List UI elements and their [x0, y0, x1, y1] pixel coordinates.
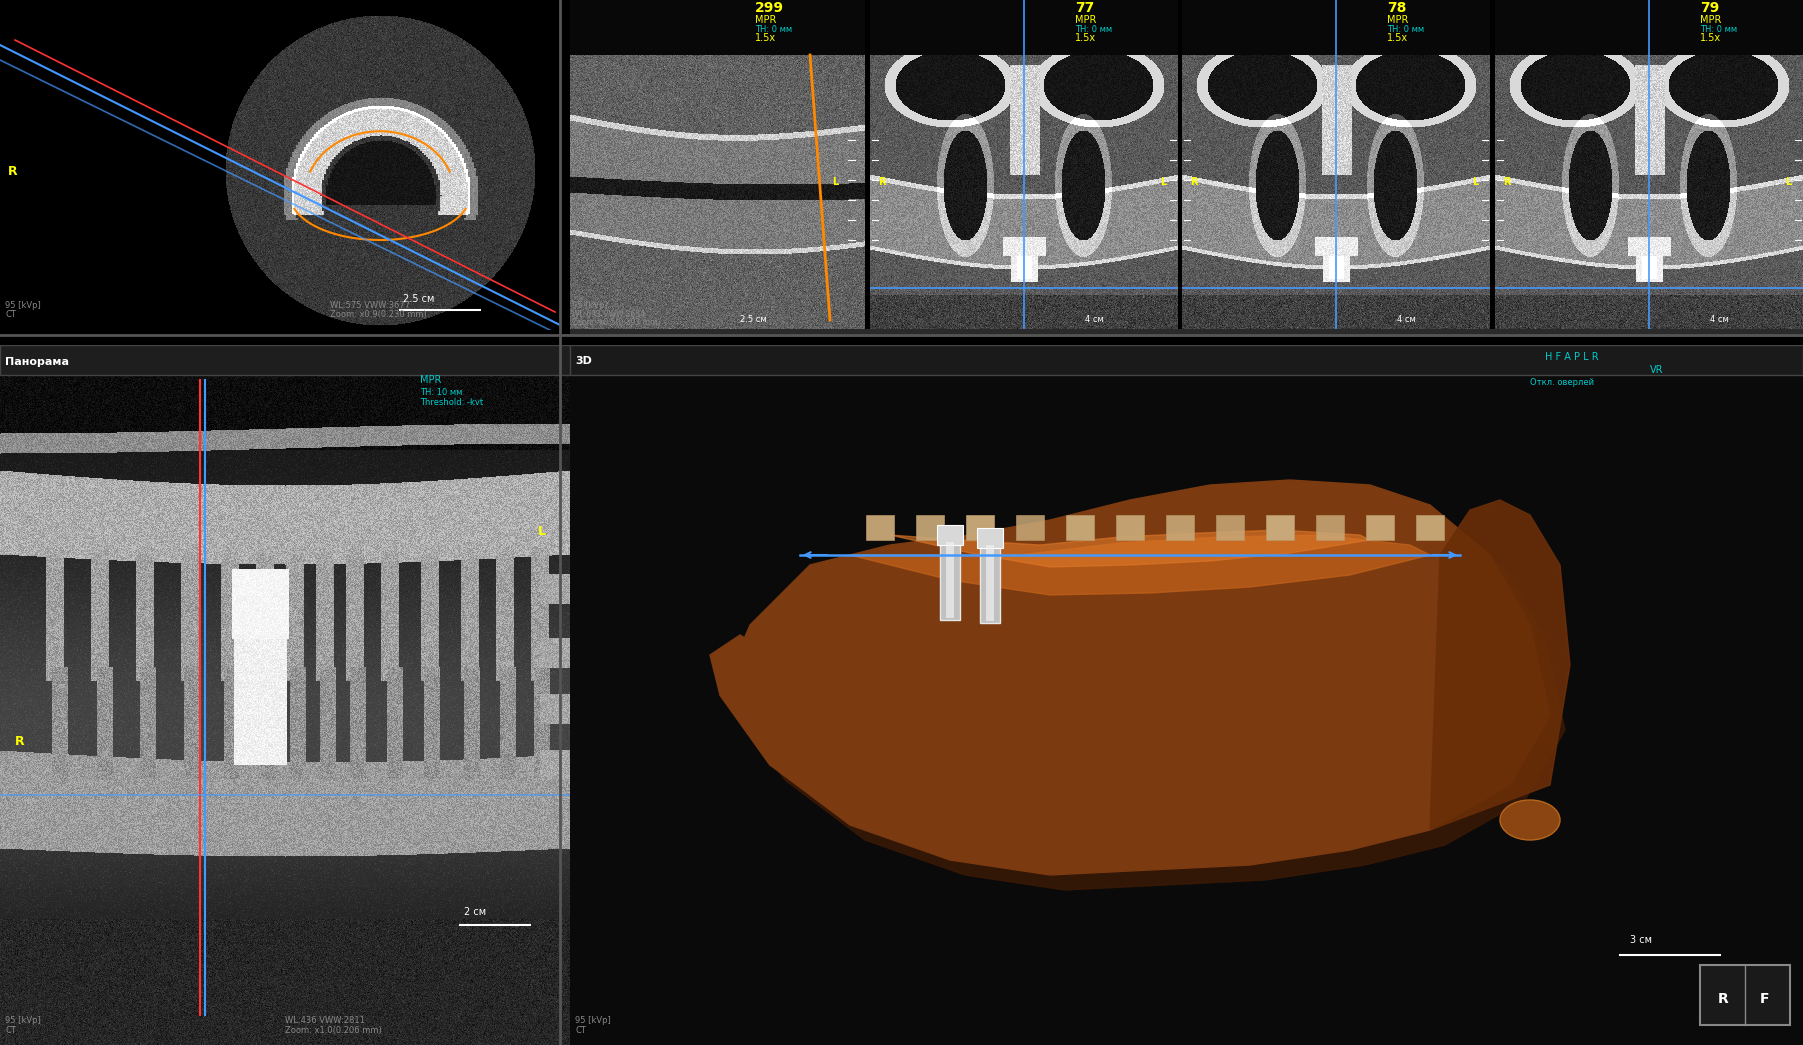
Bar: [1017, 515, 1044, 540]
Text: TH: 0 мм: TH: 0 мм: [755, 25, 792, 34]
Bar: [570, 0, 865, 55]
Text: R: R: [1190, 177, 1197, 187]
Text: VR: VR: [1650, 365, 1664, 375]
Bar: [0, 0, 189, 70]
Text: L: L: [1785, 177, 1790, 187]
Bar: [0, 345, 570, 375]
Text: WL:436 VWW:2811: WL:436 VWW:2811: [285, 1016, 364, 1025]
Text: L: L: [537, 525, 546, 538]
Ellipse shape: [1500, 800, 1560, 840]
Text: TH: 0 мм: TH: 0 мм: [1387, 25, 1424, 34]
Bar: [966, 515, 993, 540]
Text: H F A P L R: H F A P L R: [1545, 352, 1599, 362]
Text: Zoom: x0.5(0.393 mm): Zoom: x0.5(0.393 mm): [572, 318, 660, 327]
Bar: [939, 540, 959, 620]
Text: CT: CT: [5, 310, 16, 319]
Text: 4 см: 4 см: [1709, 315, 1729, 324]
Bar: [570, 345, 1803, 375]
Text: 1.5x: 1.5x: [755, 33, 775, 43]
Text: L: L: [831, 177, 838, 187]
Text: 77: 77: [1075, 1, 1094, 15]
Text: 3D: 3D: [575, 356, 591, 366]
Polygon shape: [736, 495, 1565, 890]
Polygon shape: [719, 480, 1551, 875]
Bar: [1116, 515, 1143, 540]
Text: 2 см: 2 см: [463, 907, 487, 918]
Bar: [1215, 515, 1244, 540]
Text: Threshold: -kvt: Threshold: -kvt: [420, 398, 483, 407]
Bar: [977, 528, 1002, 548]
Text: Zoom: x1.0(0.206 mm): Zoom: x1.0(0.206 mm): [285, 1026, 382, 1035]
Bar: [981, 543, 1001, 623]
Polygon shape: [710, 635, 810, 765]
Text: MPR: MPR: [420, 375, 442, 385]
Text: R: R: [1504, 177, 1511, 187]
Bar: [1367, 515, 1394, 540]
Bar: [1415, 515, 1444, 540]
Text: R: R: [878, 177, 885, 187]
Bar: [1266, 515, 1295, 540]
Text: 95 [kVp]: 95 [kVp]: [5, 1016, 41, 1025]
Text: 1.5x: 1.5x: [1700, 33, 1722, 43]
Text: 1.5x: 1.5x: [1075, 33, 1096, 43]
Bar: [1700, 965, 1790, 1025]
Polygon shape: [891, 530, 1370, 567]
Text: 3 см: 3 см: [1630, 935, 1652, 945]
Polygon shape: [849, 535, 1430, 595]
Text: CT: CT: [5, 1026, 16, 1035]
Bar: [1316, 515, 1343, 540]
Text: WL:693 VWW:3654: WL:693 VWW:3654: [572, 310, 645, 319]
Bar: [865, 515, 894, 540]
Text: R: R: [1718, 992, 1729, 1006]
Text: L: L: [1159, 177, 1167, 187]
Text: MPR: MPR: [755, 15, 777, 25]
Text: 95 [kVp]: 95 [kVp]: [572, 301, 608, 310]
Bar: [916, 515, 945, 540]
Bar: [1167, 515, 1194, 540]
Text: 95 [kVp]: 95 [kVp]: [5, 301, 41, 310]
Bar: [947, 542, 954, 618]
Bar: [1495, 0, 1803, 55]
Text: 95 [kVp]: 95 [kVp]: [575, 1016, 611, 1025]
Text: Zoom: x0.9(0.230 mm): Zoom: x0.9(0.230 mm): [330, 310, 427, 319]
Bar: [986, 545, 993, 621]
Text: L: L: [1471, 177, 1478, 187]
Text: 1.5x: 1.5x: [1387, 33, 1408, 43]
Bar: [1066, 515, 1094, 540]
Text: 2.5 см: 2.5 см: [404, 294, 435, 304]
Text: 79: 79: [1700, 1, 1720, 15]
Text: MPR: MPR: [1700, 15, 1722, 25]
Text: MPR: MPR: [1075, 15, 1096, 25]
Text: Панорама: Панорама: [5, 357, 69, 367]
Text: F: F: [1760, 992, 1769, 1006]
Text: Откл. оверлей: Откл. оверлей: [1531, 378, 1594, 387]
Text: 299: 299: [755, 1, 784, 15]
Text: R: R: [14, 735, 25, 748]
Text: TH: 10 мм: TH: 10 мм: [420, 388, 462, 397]
Text: TH: 0 мм: TH: 0 мм: [1075, 25, 1112, 34]
Bar: [1183, 0, 1489, 55]
Text: R: R: [7, 165, 18, 178]
Bar: [938, 525, 963, 545]
Text: WL:575 VWW:3677: WL:575 VWW:3677: [330, 301, 409, 310]
Text: 78: 78: [1387, 1, 1406, 15]
Text: TH: 0 мм: TH: 0 мм: [1700, 25, 1736, 34]
Text: 4 см: 4 см: [1085, 315, 1103, 324]
Text: 2.5 см: 2.5 см: [739, 315, 766, 324]
Text: 4 см: 4 см: [1397, 315, 1415, 324]
Bar: [871, 0, 1177, 55]
Text: MPR: MPR: [1387, 15, 1408, 25]
Polygon shape: [1430, 500, 1570, 830]
Text: CT: CT: [575, 1026, 586, 1035]
